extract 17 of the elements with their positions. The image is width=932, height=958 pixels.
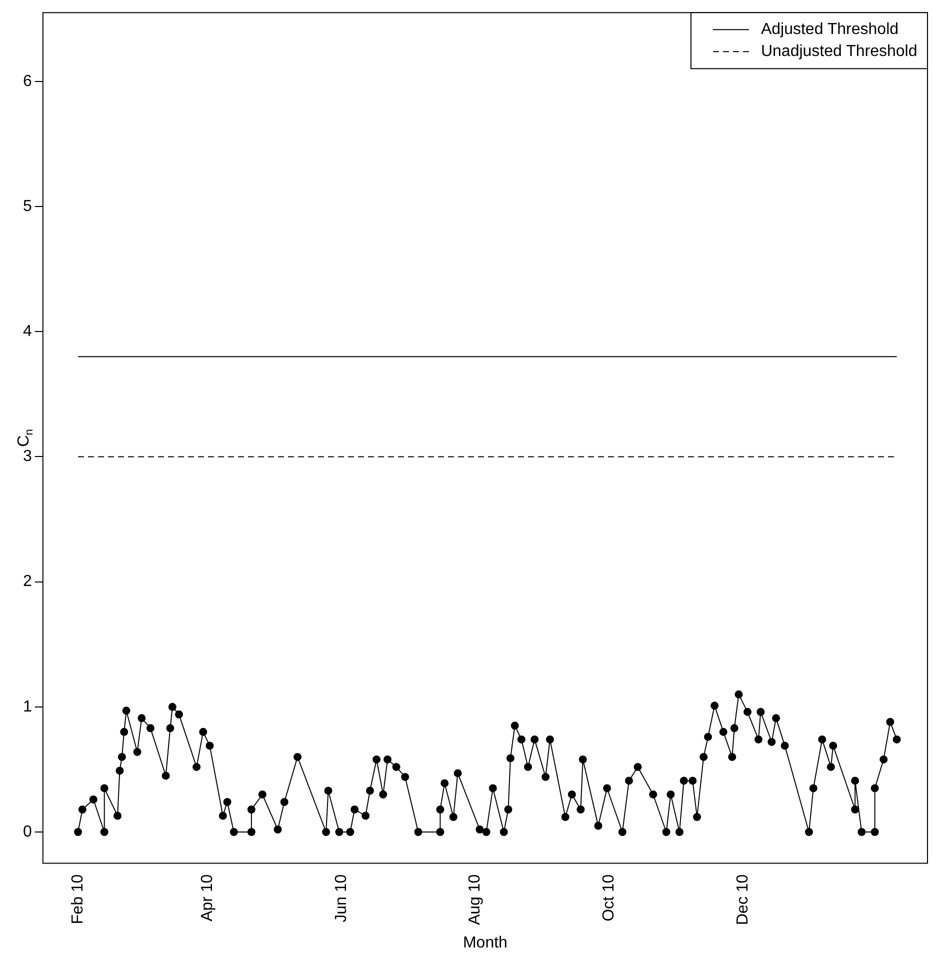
y-tick-label: 1: [22, 698, 32, 716]
legend-label: Unadjusted Threshold: [760, 43, 918, 60]
x-tick-label: Oct 10: [600, 874, 618, 922]
x-tick-label: Dec 10: [734, 874, 752, 925]
y-tick-label: 6: [22, 72, 32, 90]
x-tick-label: Feb 10: [69, 874, 86, 924]
x-tick-label: Apr 10: [198, 874, 216, 922]
x-axis-title: Month: [462, 934, 508, 952]
y-axis-title: Cn: [15, 429, 36, 447]
y-tick-label: 3: [22, 448, 32, 466]
y-tick-label: 5: [22, 198, 32, 215]
y-tick-label: 4: [22, 323, 32, 340]
x-tick-label: Aug 10: [466, 874, 484, 926]
y-tick-label: 2: [22, 573, 32, 590]
y-tick-label: 0: [22, 823, 32, 840]
x-tick-label: Jun 10: [332, 874, 350, 922]
legend-label: Adjusted Threshold: [760, 21, 899, 38]
